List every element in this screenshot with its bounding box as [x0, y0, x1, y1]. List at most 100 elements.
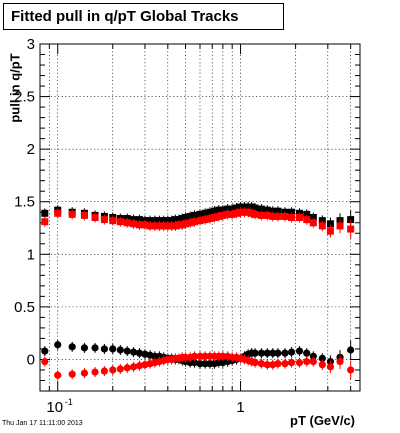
axes: 0 0.5 1 1.5 2 2.5 3 10 -1 1: [14, 36, 360, 416]
data-point: [251, 204, 259, 212]
data-point: [240, 208, 248, 216]
data-point: [303, 216, 311, 224]
data-point: [237, 208, 245, 216]
data-point: [68, 343, 76, 351]
x-tick-label: 1: [236, 399, 244, 416]
data-point: [269, 212, 277, 220]
data-point: [41, 357, 49, 366]
data-point: [186, 219, 194, 227]
x-tick-label: 10: [46, 399, 63, 416]
data-point: [91, 214, 99, 221]
data-point: [54, 341, 62, 349]
data-point: [80, 369, 89, 377]
data-point: [116, 365, 124, 373]
data-point: [109, 366, 117, 374]
data-point: [295, 359, 304, 367]
data-point: [257, 360, 265, 368]
data-point: [347, 366, 355, 374]
data-point: [80, 211, 88, 219]
data-point: [182, 220, 190, 228]
data-point: [309, 219, 317, 227]
data-point: [309, 214, 317, 221]
data-point: [135, 216, 143, 224]
data-point: [100, 216, 108, 224]
x-tick-label-exponent: -1: [65, 397, 73, 407]
data-point: [109, 217, 117, 225]
data-point: [309, 357, 317, 366]
data-point: [201, 209, 209, 217]
data-point: [269, 349, 277, 357]
data-point: [274, 212, 282, 220]
data-point: [155, 222, 163, 230]
data-point: [190, 359, 199, 367]
data-point: [191, 218, 199, 226]
data-point: [191, 211, 199, 219]
title-box: Fitted pull in q/pT Global Tracks: [3, 3, 284, 30]
data-point: [224, 210, 232, 218]
data-point: [135, 221, 143, 229]
data-point: [41, 218, 49, 226]
data-point: [41, 347, 49, 355]
data-point: [288, 214, 296, 221]
data-point: [164, 222, 172, 230]
data-point: [269, 207, 277, 215]
data-point: [129, 363, 138, 371]
data-point: [210, 207, 218, 215]
data-point: [160, 222, 168, 230]
data-point: [336, 357, 344, 366]
data-point: [251, 210, 259, 218]
data-point: [228, 205, 236, 213]
data-point: [257, 211, 265, 219]
data-point: [155, 217, 163, 225]
data-point: [263, 206, 271, 214]
y-tick-label: 1: [27, 246, 35, 263]
data-point: [171, 222, 179, 230]
data-point: [146, 217, 154, 225]
data-point: [151, 217, 159, 225]
data-point: [309, 352, 317, 360]
data-point: [41, 209, 49, 217]
data-point: [336, 222, 344, 230]
data-point: [287, 359, 296, 367]
data-point: [210, 214, 218, 221]
data-point: [251, 349, 259, 357]
data-point: [68, 210, 76, 218]
y-tick-label: 2: [27, 141, 35, 158]
data-point: [123, 364, 131, 372]
data-point: [116, 218, 124, 226]
data-point: [263, 349, 271, 357]
data-point: [135, 349, 144, 357]
chart-title: Fitted pull in q/pT Global Tracks: [11, 8, 239, 25]
data-point: [257, 349, 265, 357]
data-point: [80, 344, 89, 352]
y-tick-label: 0: [27, 351, 35, 368]
data-point: [146, 222, 154, 230]
data-point: [168, 217, 176, 225]
data-point: [164, 217, 172, 225]
data-point: [91, 368, 99, 376]
data-point: [263, 211, 271, 219]
data-point: [182, 214, 190, 221]
data-point: [237, 203, 245, 211]
x-axis-label: pT (GeV/c): [290, 413, 356, 428]
data-point: [287, 348, 296, 356]
data-point: [160, 217, 168, 225]
data-point: [281, 349, 289, 357]
data-point: [281, 212, 289, 220]
data-point: [274, 349, 282, 357]
data-point: [201, 216, 209, 224]
data-point: [251, 359, 259, 367]
y-tick-label: 3: [27, 36, 35, 53]
data-point: [168, 222, 176, 230]
data-point: [206, 208, 214, 216]
data-point: [326, 220, 334, 228]
data-point: [186, 212, 194, 220]
y-tick-label: 1.5: [14, 194, 35, 211]
data-point: [347, 225, 355, 233]
data-point: [224, 205, 232, 213]
data-point: [303, 349, 311, 357]
data-point: [219, 211, 227, 219]
data-point: [347, 346, 355, 354]
data-point: [318, 361, 326, 369]
